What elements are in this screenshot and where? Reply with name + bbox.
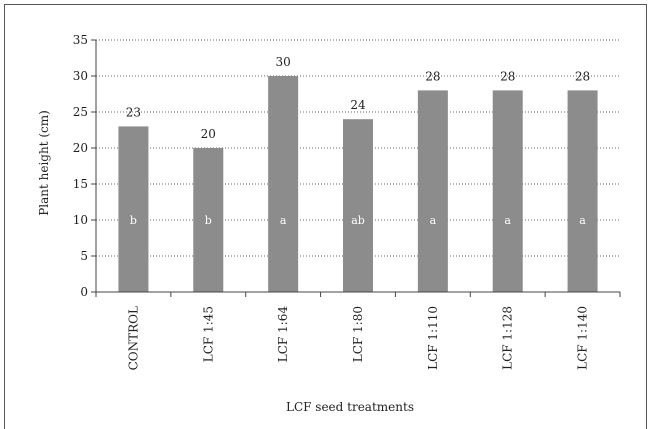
data-label: 28 xyxy=(500,69,515,83)
x-tick-label: LCF 1:64 xyxy=(276,306,290,363)
y-tick-label: 25 xyxy=(73,105,88,119)
x-tick-label: LCF 1:128 xyxy=(501,306,515,370)
y-tick-label: 10 xyxy=(73,213,88,227)
x-tick-label: LCF 1:110 xyxy=(426,306,440,370)
significance-letter: a xyxy=(579,214,586,227)
data-label: 30 xyxy=(276,55,291,69)
significance-letter: b xyxy=(130,214,137,227)
bar xyxy=(118,126,149,293)
significance-letter: a xyxy=(504,214,511,227)
x-tick-label: LCF 1:80 xyxy=(351,306,365,362)
significance-letter: a xyxy=(280,214,287,227)
data-label: 23 xyxy=(126,105,141,119)
data-label: 28 xyxy=(575,69,590,83)
data-label: 28 xyxy=(425,69,440,83)
y-axis-ticks: 0 5 10 15 20 25 30 35 xyxy=(73,33,96,299)
x-axis-tick-labels: CONTROL LCF 1:45 LCF 1:64 LCF 1:80 LCF 1:110… xyxy=(95,292,621,370)
x-tick-label: LCF 1:140 xyxy=(576,306,590,370)
y-tick-label: 20 xyxy=(73,141,88,155)
bar xyxy=(567,90,598,293)
bars: 23 b 20 b 30 a 24 ab 28 a 28 a 28 a xyxy=(118,55,598,293)
x-tick-label: CONTROL xyxy=(126,306,140,370)
bar xyxy=(417,90,448,293)
data-label: 24 xyxy=(350,98,366,112)
significance-letter: b xyxy=(205,214,212,227)
bar xyxy=(492,90,523,293)
y-tick-label: 0 xyxy=(80,285,88,299)
chart-frame xyxy=(4,4,647,429)
y-tick-label: 5 xyxy=(80,249,88,263)
significance-letter: ab xyxy=(351,214,365,227)
y-tick-label: 30 xyxy=(73,69,88,83)
bar xyxy=(343,119,373,292)
x-axis-title: LCF seed treatments xyxy=(286,400,414,414)
significance-letter: a xyxy=(430,214,437,227)
y-tick-label: 35 xyxy=(73,33,88,47)
bar xyxy=(268,76,299,292)
x-tick-label: LCF 1:45 xyxy=(201,306,215,362)
y-axis-title: Plant height (cm) xyxy=(37,110,51,216)
bar xyxy=(193,148,224,292)
data-label: 20 xyxy=(201,127,216,141)
y-tick-label: 15 xyxy=(73,177,88,191)
